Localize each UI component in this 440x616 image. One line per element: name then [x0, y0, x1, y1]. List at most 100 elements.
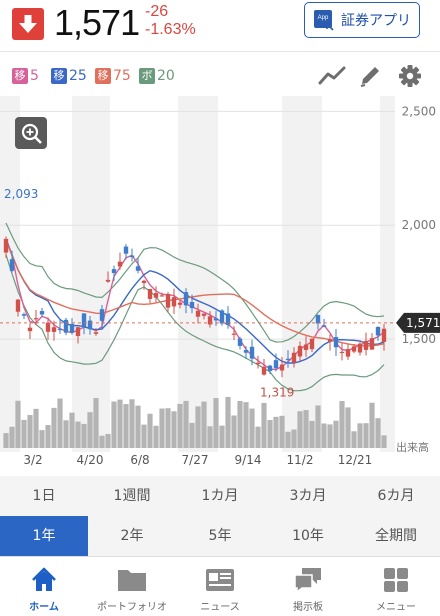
volume-bar: [237, 401, 243, 448]
ma-tag: ボ: [139, 68, 155, 84]
securities-app-label: 証券アプリ: [341, 13, 411, 29]
nav-home[interactable]: ホーム: [0, 557, 88, 616]
volume-bar: [273, 416, 279, 448]
pencil-icon[interactable]: [358, 64, 384, 92]
volume-bar: [159, 408, 165, 448]
candle-body: [273, 360, 279, 369]
securities-app-button[interactable]: App 証券アプリ: [304, 2, 420, 38]
volume-bar: [135, 405, 141, 448]
x-tick-label: 4/20: [77, 453, 104, 467]
period-5y[interactable]: 5年: [208, 528, 232, 544]
candle-body: [357, 343, 363, 353]
volume-bar: [381, 435, 387, 448]
current-price: 1,571: [54, 2, 140, 43]
zoom-button: [15, 117, 47, 149]
volume-bar: [75, 421, 81, 448]
indicator-legend[interactable]: 移 5 移 25 移 75 ボ 20: [0, 58, 440, 94]
nav-portfolio-label: ポートフォリオ: [97, 602, 167, 613]
volume-bar: [219, 425, 225, 448]
candle-body: [255, 362, 261, 365]
candle-body: [213, 318, 219, 321]
candle-body: [345, 349, 351, 357]
stock-chart[interactable]: 2,500 2,000 1,500 2,093 1,319 1,571 出来高 …: [0, 96, 440, 470]
x-tick-label: 6/8: [130, 453, 149, 467]
volume-bar: [285, 431, 291, 448]
volume-bar: [141, 424, 147, 448]
volume-bar: [3, 433, 9, 448]
high-price-annotation: 2,093: [4, 187, 38, 201]
volume-bar: [357, 423, 363, 448]
period-3m[interactable]: 3カ月: [289, 488, 327, 504]
ma-value: 75: [113, 68, 131, 84]
gear-icon[interactable]: [398, 64, 422, 92]
volume-bar: [93, 398, 99, 448]
period-10y[interactable]: 10年: [292, 528, 324, 544]
candle-body: [135, 266, 141, 271]
nav-board[interactable]: 掲示板: [264, 557, 352, 616]
candle-body: [207, 316, 213, 325]
candle-body: [159, 295, 165, 297]
candle-body: [87, 320, 93, 330]
candle-body: [363, 340, 369, 350]
volume-bar: [333, 420, 339, 448]
period-1y[interactable]: 1年: [0, 516, 88, 556]
price-change-value: -26: [145, 3, 169, 20]
nav-menu-label: メニュー: [376, 602, 416, 613]
volume-bar: [9, 426, 15, 448]
period-1d[interactable]: 1日: [32, 488, 56, 504]
volume-bar: [243, 402, 249, 448]
candle-body: [351, 346, 357, 352]
volume-axis-label: 出来高: [396, 440, 429, 454]
chat-icon: [294, 568, 321, 594]
period-2y[interactable]: 2年: [120, 528, 144, 544]
candle-body: [45, 322, 51, 332]
y-tick-label: 2,500: [402, 104, 436, 118]
candle-body: [231, 333, 237, 335]
nav-menu[interactable]: メニュー: [352, 557, 440, 616]
volume-bar: [129, 399, 135, 448]
period-1m[interactable]: 1カ月: [201, 488, 239, 504]
folder-icon: [118, 570, 146, 591]
volume-bar: [33, 408, 39, 448]
volume-bar: [297, 411, 303, 448]
price-change: -26 -1.63%: [145, 3, 196, 39]
volume-bar: [99, 435, 105, 448]
period-6m[interactable]: 6カ月: [377, 488, 415, 504]
candle-body: [111, 269, 117, 274]
candle-body: [165, 293, 171, 308]
volume-bar: [309, 420, 315, 448]
candle-body: [189, 302, 195, 309]
candle-body: [261, 366, 267, 375]
candle-body: [219, 310, 225, 324]
period-1w[interactable]: 1週間: [113, 488, 151, 504]
candle-body: [303, 344, 309, 350]
period-all[interactable]: 全期間: [375, 528, 417, 544]
candle-body: [237, 338, 243, 346]
nav-portfolio[interactable]: ポートフォリオ: [88, 557, 176, 616]
x-tick-label: 11/2: [287, 453, 314, 467]
trend-line-icon[interactable]: [318, 64, 346, 92]
chart-band: [72, 96, 110, 452]
candle-body: [75, 327, 81, 337]
volume-bar: [267, 420, 273, 448]
ma-75-line: [5, 240, 385, 347]
candle-body: [327, 339, 333, 342]
volume-bar: [171, 411, 177, 448]
candle-body: [63, 319, 69, 333]
app-icon-text: App: [318, 15, 329, 21]
candle-body: [99, 309, 105, 321]
ma-75-legend: 移 75: [95, 68, 131, 84]
chart-band: [0, 96, 20, 452]
nav-home-label: ホーム: [29, 602, 59, 613]
nav-news[interactable]: ニュース: [176, 557, 264, 616]
y-tick-label: 1,500: [402, 332, 436, 346]
volume-bar: [177, 403, 183, 448]
volume-bar: [183, 400, 189, 448]
alternating-background: [0, 96, 395, 452]
app-icon: App: [313, 9, 335, 31]
candle-body: [69, 323, 75, 333]
volume-bar: [207, 426, 213, 448]
volume-bar: [255, 426, 261, 448]
candle-body: [57, 328, 63, 331]
chart-band: [178, 96, 218, 452]
